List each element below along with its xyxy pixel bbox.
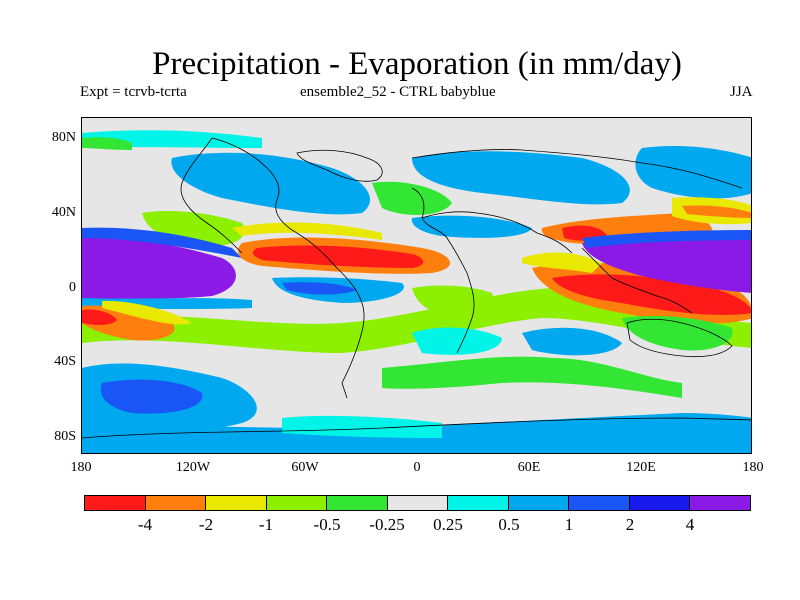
- eurasia-blue: [412, 151, 630, 205]
- arctic-blue: [171, 152, 371, 215]
- coastlines: [82, 137, 751, 439]
- colorbar-swatch: [690, 496, 751, 510]
- south-atlantic-cyan: [412, 327, 502, 355]
- atlantic-south-darkblue: [282, 282, 357, 295]
- lat-label-80n: 80N: [51, 130, 76, 145]
- colorbar-swatch: [508, 496, 570, 510]
- arabian-sea-yellow: [522, 252, 602, 273]
- east-asia-orange: [682, 205, 751, 218]
- colorbar-swatch: [206, 496, 267, 510]
- lat-label-40n: 40N: [51, 205, 76, 220]
- colorbar-swatch: [266, 496, 328, 510]
- colorbar-swatch: [387, 496, 449, 510]
- colorbar-swatch: [569, 496, 630, 510]
- southern-pole-cyan: [282, 415, 442, 438]
- colorbar-tick: 2: [625, 515, 635, 534]
- southern-ocean-green: [382, 356, 682, 398]
- colorbar-tick: -0.25: [369, 515, 405, 534]
- lon-label-180e: 180: [742, 460, 764, 475]
- north-pacific-blue: [635, 146, 751, 199]
- colorbar-tick: -4: [137, 515, 153, 534]
- atlantic-itcz-yellow: [232, 222, 382, 240]
- colorbar: [84, 495, 751, 511]
- lat-label-80s: 80S: [54, 429, 76, 444]
- indian-ocean-red: [552, 274, 751, 315]
- arctic-green: [82, 137, 132, 150]
- west-pacific-purple: [582, 238, 751, 293]
- colorbar-swatch: [85, 496, 146, 510]
- map-panel: [81, 117, 752, 454]
- lon-label-180w: 180: [70, 460, 92, 475]
- colorbar-swatch: [629, 496, 691, 510]
- colorbar-tick: -0.5: [313, 515, 341, 534]
- south-indian-blue: [522, 327, 622, 356]
- lat-label-0: 0: [69, 280, 76, 295]
- south-pacific-darkblue: [100, 379, 203, 414]
- southern-ocean-band: [82, 288, 751, 353]
- ensemble-label: ensemble2_52 - CTRL babyblue: [300, 84, 496, 100]
- se-pacific-yellow: [102, 300, 192, 325]
- sahara-blue: [411, 215, 532, 238]
- australia-green: [622, 316, 733, 351]
- plot-title: Precipitation - Evaporation (in mm/day): [152, 46, 682, 82]
- lon-label-0: 0: [413, 460, 421, 475]
- north-atlantic-green: [372, 181, 452, 215]
- colorbar-tick: 1: [564, 515, 574, 534]
- experiment-label: Expt = tcrvb-tcrta: [80, 84, 187, 100]
- central-pacific-darkblue: [82, 227, 242, 258]
- season-label: JJA: [730, 84, 753, 100]
- colorbar-tick: 0.5: [498, 515, 520, 534]
- lon-label-60w: 60W: [291, 460, 319, 475]
- colorbar-tick: 4: [685, 515, 695, 534]
- lon-label-60e: 60E: [517, 460, 541, 475]
- lon-label-120w: 120W: [175, 460, 211, 475]
- precip-evap-map: [82, 118, 751, 453]
- colorbar-swatch: [448, 496, 509, 510]
- colorbar-tick: 0.25: [433, 515, 463, 534]
- atlantic-itcz-red: [252, 245, 424, 268]
- lon-label-120e: 120E: [626, 460, 656, 475]
- colorbar-swatch: [145, 496, 207, 510]
- lat-label-40s: 40S: [54, 354, 76, 369]
- west-pacific-darkblue: [582, 230, 751, 248]
- se-pacific-red: [82, 309, 117, 325]
- colorbar-tick: -1: [258, 515, 274, 534]
- central-pacific-purple: [82, 237, 236, 300]
- colorbar-tick: -2: [198, 515, 214, 534]
- colorbar-swatch: [327, 496, 388, 510]
